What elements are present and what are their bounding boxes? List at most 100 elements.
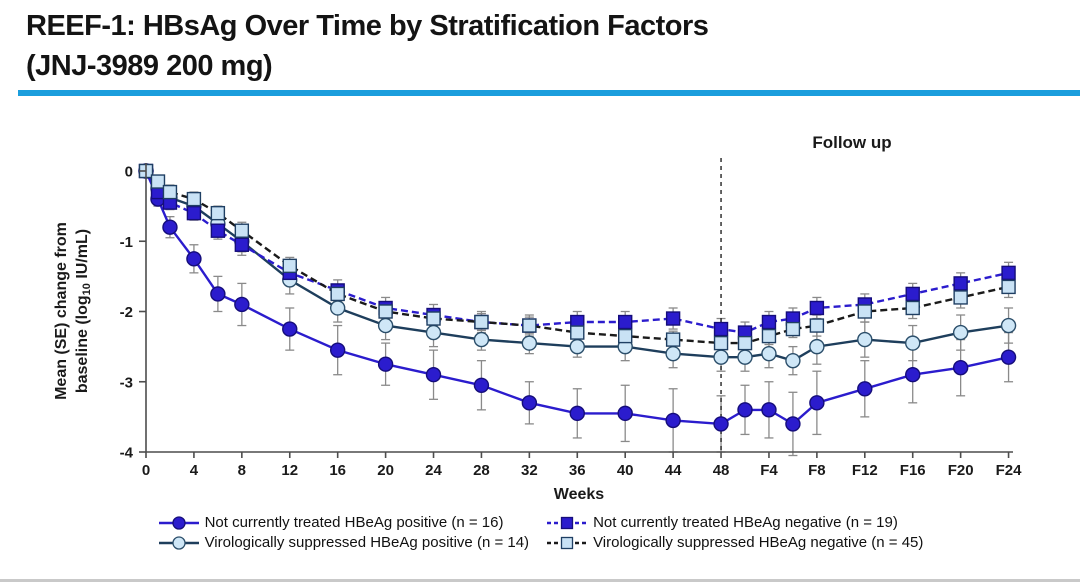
legend-marker xyxy=(171,515,186,530)
x-tick-label: F4 xyxy=(760,462,778,479)
x-tick-label: 20 xyxy=(377,462,394,479)
data-point-circle xyxy=(162,219,178,235)
data-point-square xyxy=(953,276,968,291)
data-point-circle xyxy=(1000,349,1017,365)
data-point-square xyxy=(330,286,345,302)
data-point-square xyxy=(210,223,226,238)
x-tick-label: 12 xyxy=(281,462,298,479)
data-point-circle xyxy=(377,356,394,372)
data-point-circle xyxy=(952,360,969,376)
data-point-square xyxy=(713,335,729,351)
circle-filled-legend-icon xyxy=(158,515,199,530)
chart-legend: Not currently treated HBeAg positive (n … xyxy=(0,514,1080,551)
x-tick-label: 40 xyxy=(617,462,634,479)
y-tick-label: -1 xyxy=(120,234,133,251)
legend-label: Virologically suppressed HBeAg positive … xyxy=(204,534,530,551)
x-tick-label: 24 xyxy=(425,462,442,479)
slide-title: REEF-1: HBsAg Over Time by Stratificatio… xyxy=(26,6,1026,86)
y-tick-label: -4 xyxy=(120,445,134,462)
data-point-circle xyxy=(761,345,777,362)
data-point-circle xyxy=(282,321,298,337)
data-point-circle xyxy=(473,331,490,348)
x-tick-label: F12 xyxy=(852,462,878,479)
followup-label: Follow up xyxy=(812,133,891,152)
data-point-square xyxy=(186,205,202,221)
data-point-circle xyxy=(329,300,346,316)
legend-item-3: Virologically suppressed HBeAg positive … xyxy=(157,534,529,551)
data-point-circle xyxy=(665,412,681,429)
title-line-2: (JNJ-3989 200 mg) xyxy=(26,50,273,83)
data-point-square xyxy=(162,184,178,200)
x-axis-title: Weeks xyxy=(554,486,605,503)
data-point-circle xyxy=(521,335,538,351)
data-point-square xyxy=(426,311,441,326)
title-underline-rule xyxy=(18,90,1080,96)
data-point-circle xyxy=(1000,317,1017,334)
data-point-circle xyxy=(857,381,873,397)
circle-open-legend-icon xyxy=(158,535,199,550)
data-point-square xyxy=(186,191,202,207)
x-tick-label: 28 xyxy=(473,462,490,479)
legend-item-4: Virologically suppressed HBeAg negative … xyxy=(545,534,923,551)
x-tick-label: 36 xyxy=(569,462,586,479)
data-point-circle xyxy=(785,416,801,432)
data-point-circle xyxy=(425,324,442,341)
data-point-circle xyxy=(737,402,753,418)
data-point-square xyxy=(522,318,537,333)
y-tick-label: 0 xyxy=(125,164,133,181)
x-tick-label: 4 xyxy=(190,462,199,479)
data-point-square xyxy=(761,328,777,344)
data-point-square xyxy=(713,321,729,337)
x-tick-label: 16 xyxy=(329,462,346,479)
data-point-circle xyxy=(737,349,753,365)
legend-label: Not currently treated HBeAg positive (n … xyxy=(204,514,504,531)
data-point-square xyxy=(1001,279,1016,295)
data-point-circle xyxy=(952,324,969,341)
legend-label: Virologically suppressed HBeAg negative … xyxy=(593,534,924,551)
title-line-1: REEF-1: HBsAg Over Time by Stratificatio… xyxy=(26,10,709,42)
data-point-square xyxy=(618,314,633,330)
data-point-circle xyxy=(905,367,921,383)
data-point-circle xyxy=(761,402,777,418)
legend-marker xyxy=(171,535,186,550)
y-tick-label: -3 xyxy=(120,374,133,391)
series-line xyxy=(144,170,1009,426)
x-tick-label: F20 xyxy=(948,462,974,479)
x-tick-label: F24 xyxy=(996,462,1023,479)
data-point-square xyxy=(857,304,872,319)
data-point-circle xyxy=(473,377,490,393)
data-point-square xyxy=(1001,265,1016,281)
y-axis-title-line2: baseline (log10 IU/mL) xyxy=(74,229,93,393)
data-point-square xyxy=(761,314,777,330)
legend-marker xyxy=(560,516,574,529)
data-point-square xyxy=(809,300,825,316)
data-point-circle xyxy=(377,317,394,334)
data-point-square xyxy=(234,223,250,238)
y-tick-label: -2 xyxy=(120,304,133,321)
data-point-circle xyxy=(713,416,729,432)
data-point-square xyxy=(618,328,633,344)
legend-label: Not currently treated HBeAg negative (n … xyxy=(593,514,898,531)
data-point-square xyxy=(234,237,250,252)
data-point-square xyxy=(809,318,825,333)
series-4 xyxy=(138,163,1016,351)
slide-bottom-edge xyxy=(0,579,1080,582)
x-tick-label: 0 xyxy=(142,462,150,479)
x-tick-label: 8 xyxy=(238,462,246,479)
data-point-circle xyxy=(905,335,921,351)
data-point-square xyxy=(474,314,489,330)
data-point-square xyxy=(570,325,585,340)
data-point-circle xyxy=(569,405,585,422)
data-point-circle xyxy=(785,352,801,369)
data-point-circle xyxy=(857,331,873,348)
series-line xyxy=(144,170,1009,334)
data-point-square xyxy=(785,321,801,337)
legend-item-2: Not currently treated HBeAg negative (n … xyxy=(545,514,923,531)
x-tick-label: 44 xyxy=(665,462,682,479)
data-point-circle xyxy=(809,338,825,355)
x-tick-label: 48 xyxy=(713,462,730,479)
legend-item-1: Not currently treated HBeAg positive (n … xyxy=(157,514,529,531)
x-tick-label: 32 xyxy=(521,462,538,479)
data-point-square xyxy=(665,311,681,326)
